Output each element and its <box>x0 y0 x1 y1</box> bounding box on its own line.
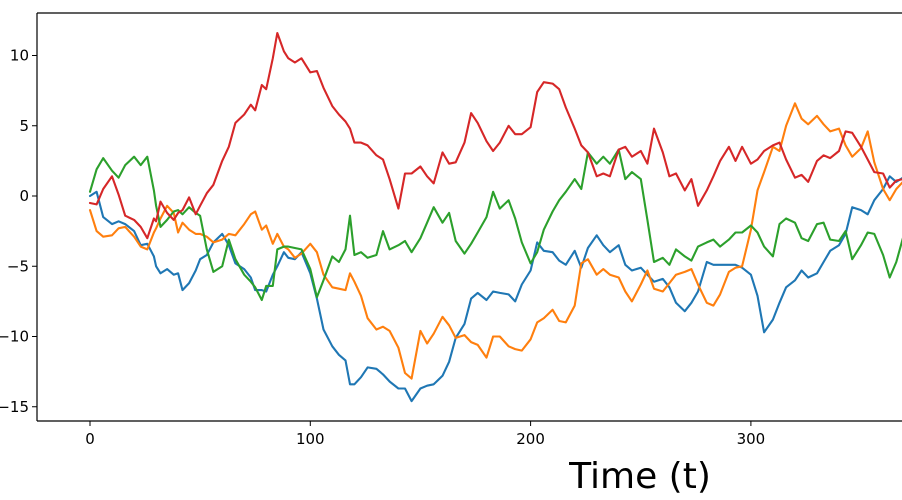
x-tick-label: 200 <box>516 430 545 448</box>
series-layer <box>88 31 902 403</box>
x-axis-label: Time (t) <box>568 456 711 497</box>
y-tick-label: 5 <box>19 117 29 135</box>
plot-frame <box>36 12 902 422</box>
x-tick-label: 300 <box>737 430 766 448</box>
y-axis-ticks: −15 −10 −5 0 5 10 <box>0 47 37 416</box>
series-line-4 <box>88 31 902 240</box>
x-tick-label: 100 <box>296 430 325 448</box>
series-line-2 <box>88 102 902 380</box>
y-tick-label: 0 <box>19 187 29 205</box>
series-line-3 <box>88 148 902 302</box>
y-tick-label: −5 <box>7 257 29 275</box>
series-line-1 <box>88 175 902 403</box>
y-tick-label: 10 <box>10 47 29 65</box>
y-tick-label: −15 <box>0 398 29 416</box>
x-tick-label: 0 <box>85 430 95 448</box>
x-axis-ticks: 0 100 200 300 <box>85 421 765 448</box>
y-tick-label: −10 <box>0 328 29 346</box>
